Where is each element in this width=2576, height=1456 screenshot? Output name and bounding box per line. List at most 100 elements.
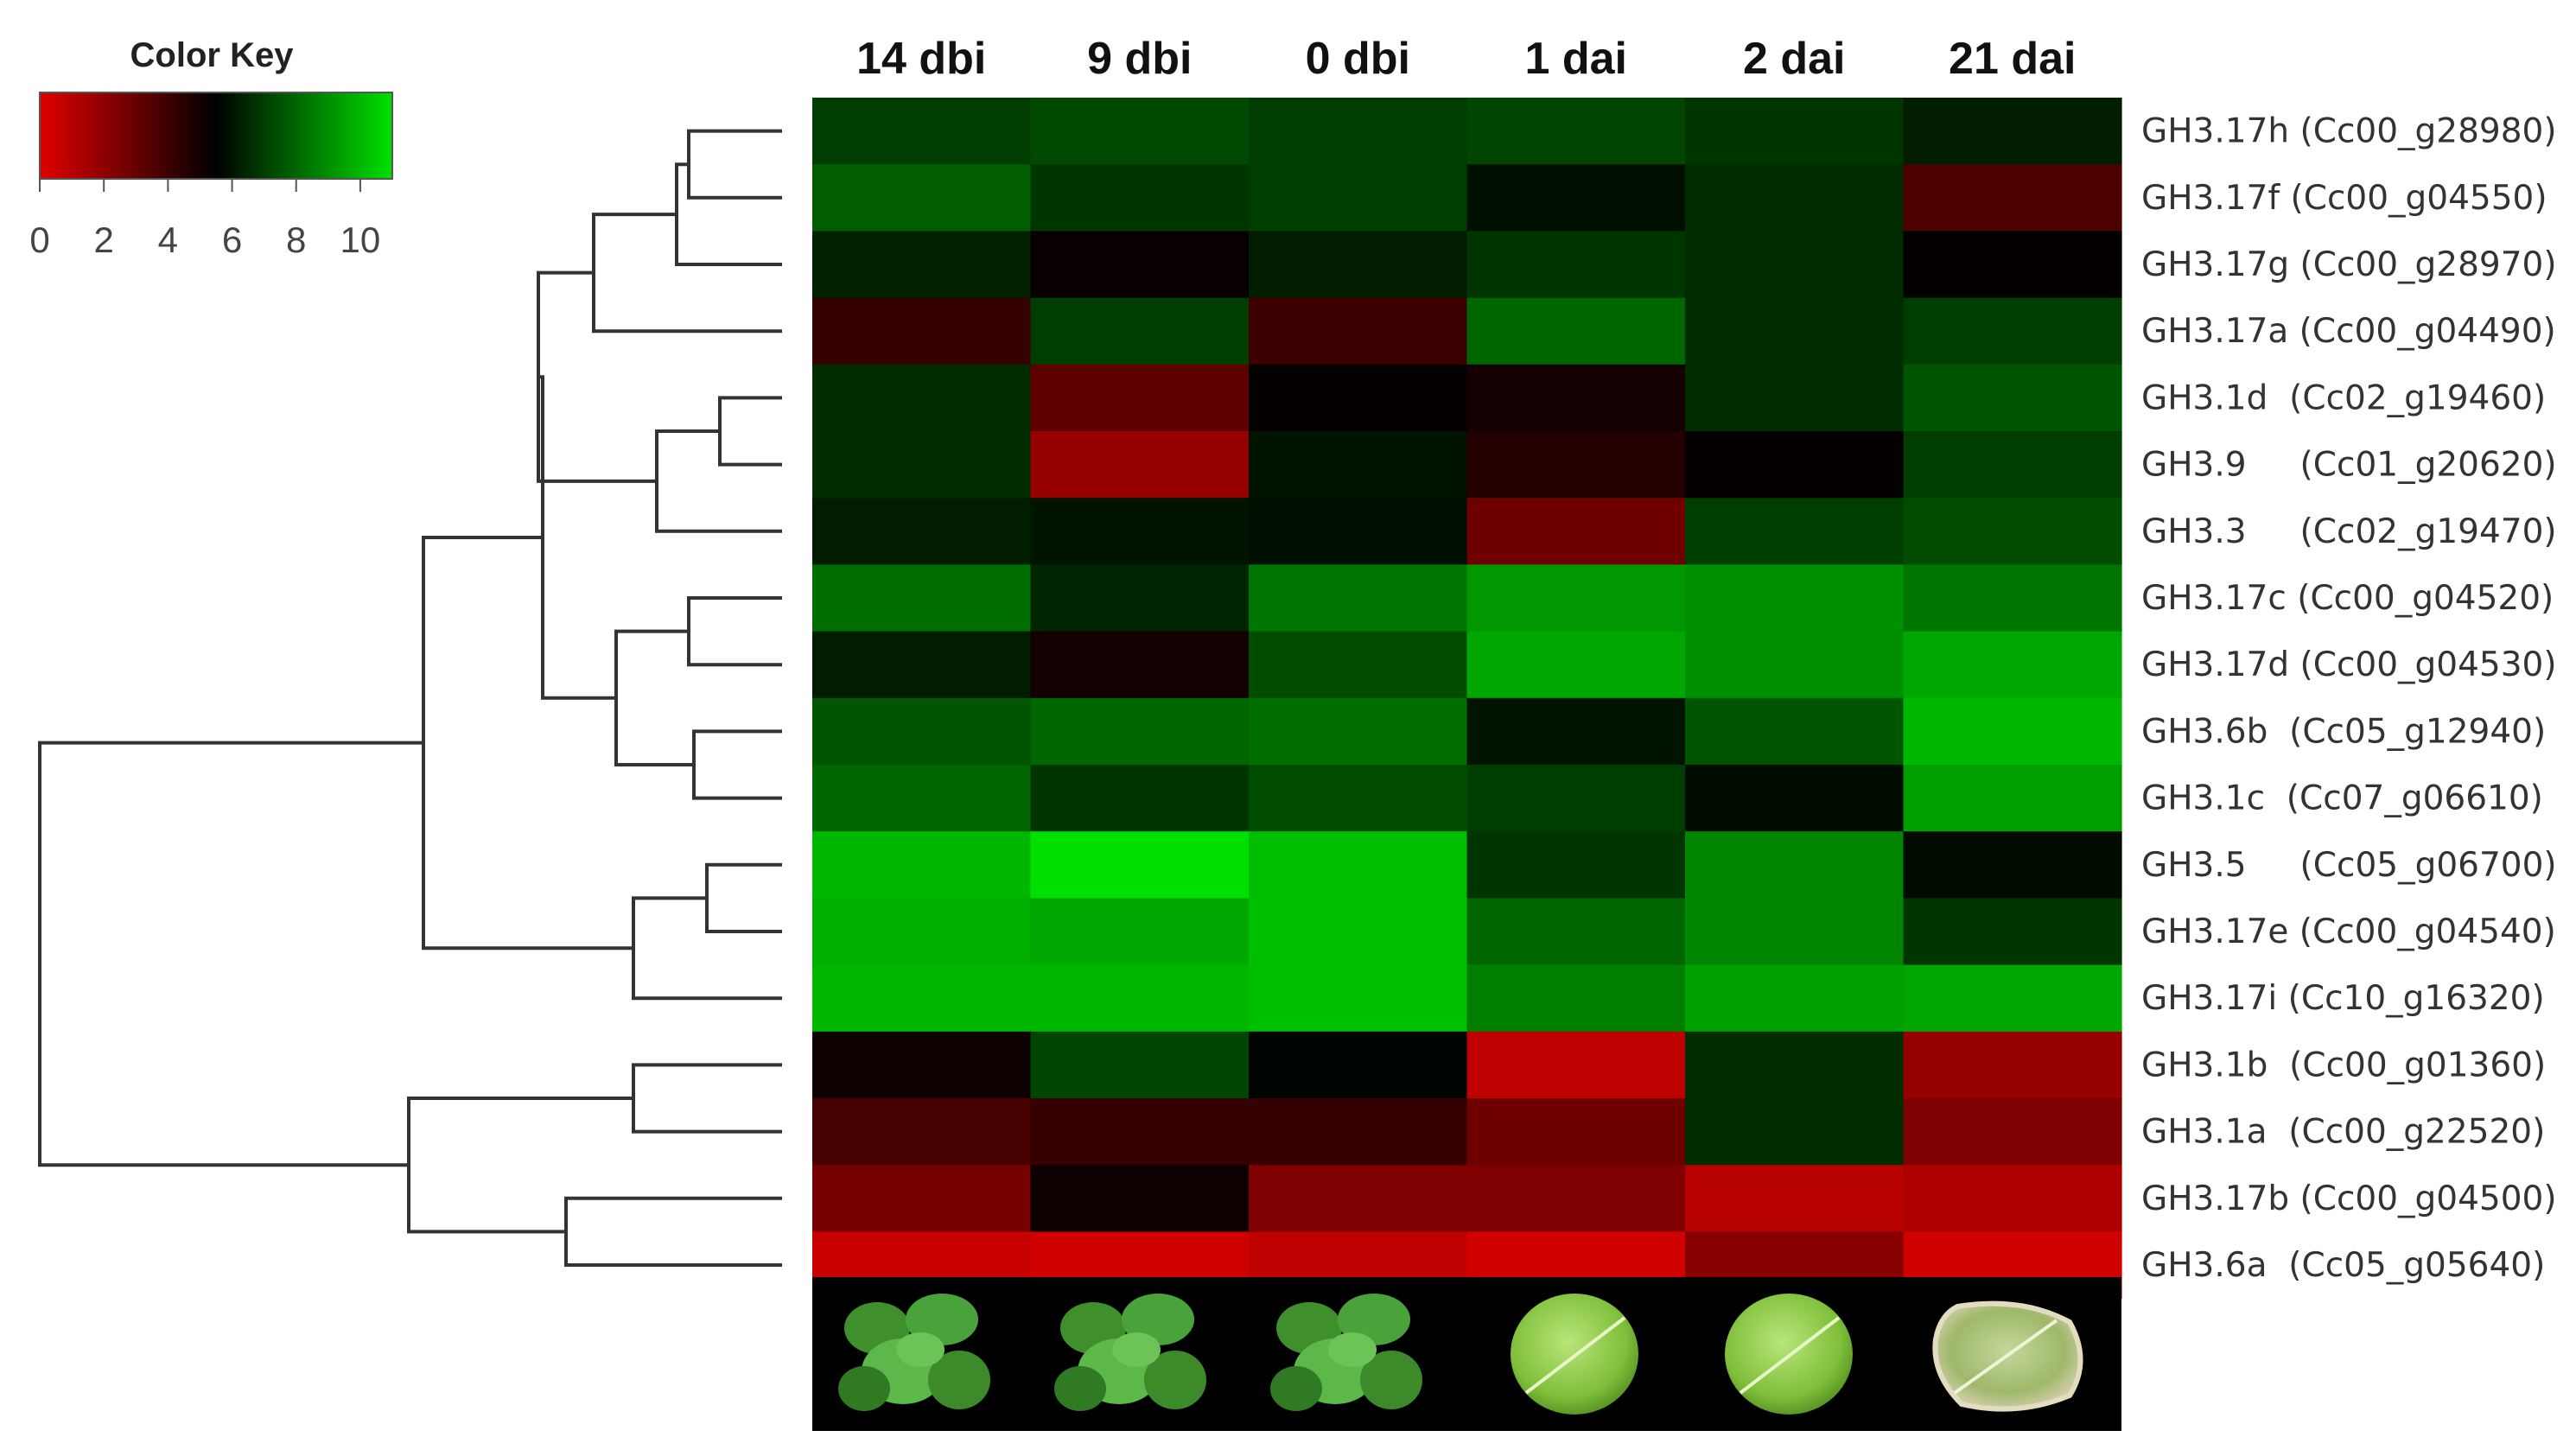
row-label: GH3.17f (Cc00_g04550) [2141,179,2547,218]
heatmap-cell [1466,364,1686,432]
heatmap-cell [1903,1098,2122,1166]
heatmap-cell [1903,431,2122,499]
row-label: GH3.17h (Cc00_g28980) [2141,112,2557,151]
heatmap-cell [1249,98,1468,165]
heatmap-cell [1030,98,1250,165]
heatmap-cell [1249,498,1468,565]
dendrogram-branch [687,596,782,667]
heatmap-cell [812,364,1032,432]
heatmap-cell [812,231,1032,299]
heatmap-cell [812,564,1032,633]
heatmap-cell [812,898,1032,966]
row-label: GH3.17c (Cc00_g04520) [2141,579,2554,618]
row-label: GH3.17b (Cc00_g04500) [2141,1179,2557,1218]
heatmap-cell [1030,697,1250,766]
heatmap-cell [1466,498,1686,565]
heatmap-cell [1466,765,1686,832]
heatmap-cell [1030,1031,1250,1099]
heatmap-cell [1685,98,1905,165]
row-label: GH3.3 (Cc02_g19470) [2141,512,2557,551]
heatmap-cell [1249,697,1468,766]
heatmap-cell [1685,631,1905,699]
column-label: 9 dbi [1087,34,1192,84]
heatmap-cell [1685,831,1905,899]
heatmap-cell [1466,564,1686,633]
color-key: Color Key 0 2 4 6 8 10 [29,36,393,260]
color-key-tick-label: 6 [222,219,242,260]
heatmap-cell [1030,765,1250,832]
dendrogram-branch [718,396,782,467]
heatmap-cell [1249,898,1468,966]
heatmap-cell [1030,1165,1250,1232]
color-key-tick-label: 2 [94,219,114,260]
row-label: GH3.17a (Cc00_g04490) [2141,312,2556,351]
row-label: GH3.17i (Cc10_g16320) [2141,979,2545,1018]
dendrogram-branch [592,213,782,334]
heatmap-cell [1685,765,1905,832]
dendrogram-branch [564,1196,782,1267]
heatmap-cell [1249,431,1468,499]
heatmap-cell [1685,1031,1905,1099]
dendrogram-branch [407,1097,633,1234]
heatmap-cell [1466,831,1686,899]
heatmap-cell [1903,964,2122,1033]
heatmap-cell [1030,898,1250,966]
heatmap-cell [1249,564,1468,633]
heatmap-cell [1249,1098,1468,1166]
heatmap-cell [1685,231,1905,299]
heatmap-cell [1249,831,1468,899]
heatmap-cell [1249,765,1468,832]
heatmap-cell [812,498,1032,565]
dendrogram-branch [687,129,782,200]
heatmap-cell [1903,765,2122,832]
heatmap-cell [812,431,1032,499]
heatmap-cells [812,98,2122,1300]
heatmap-cell [1466,431,1686,499]
heatmap-cell [812,964,1032,1033]
dendrogram-branch [632,1063,782,1134]
heatmap-cell [1249,364,1468,432]
heatmap-cell [1249,297,1468,366]
heatmap-cell [1030,364,1250,432]
row-label: GH3.17g (Cc00_g28970) [2141,245,2557,284]
heatmap-cell [1685,164,1905,232]
column-label: 0 dbi [1306,34,1410,84]
heatmap-cell [1903,498,2122,565]
row-label: GH3.6b (Cc05_g12940) [2141,712,2546,751]
color-key-tick-label: 0 [29,219,49,260]
heatmap-cell [1030,964,1250,1033]
dendrogram-branch [38,741,423,1167]
row-label: GH3.17e (Cc00_g04540) [2141,912,2556,951]
heatmap-cell [1466,1165,1686,1232]
heatmap-cell [1030,564,1250,633]
heatmap-cell [812,1031,1032,1099]
heatmap-cell [812,164,1032,232]
photo-strip-background [812,1277,2121,1431]
heatmap-cell [1249,231,1468,299]
dendrogram-branch [538,375,616,700]
heatmap-cell [1466,164,1686,232]
heatmap-cell [1030,498,1250,565]
row-label: GH3.9 (Cc01_g20620) [2141,446,2557,485]
row-label: GH3.1c (Cc07_g06610) [2141,779,2543,818]
heatmap-cell [1466,1031,1686,1099]
heatmap-cell [812,297,1032,366]
row-label: GH3.1d (Cc02_g19460) [2141,378,2546,417]
heatmap-cell [1903,831,2122,899]
dendrogram-branch [422,536,633,951]
color-key-gradient-bar [39,92,393,180]
heatmap-cell [1466,297,1686,366]
heatmap-cell [812,98,1032,165]
heatmap-cell [1030,297,1250,366]
heatmap-cell [1903,98,2122,165]
column-label: 1 dai [1525,34,1628,84]
dendrogram-branch [537,270,657,483]
heatmap-cell [812,831,1032,899]
heatmap-cell [1030,831,1250,899]
dendrogram-branch [692,729,782,800]
heatmap-cell [812,631,1032,699]
heatmap-cell [1249,964,1468,1033]
color-key-tick-label: 10 [340,219,381,260]
heatmap-cell [1466,631,1686,699]
